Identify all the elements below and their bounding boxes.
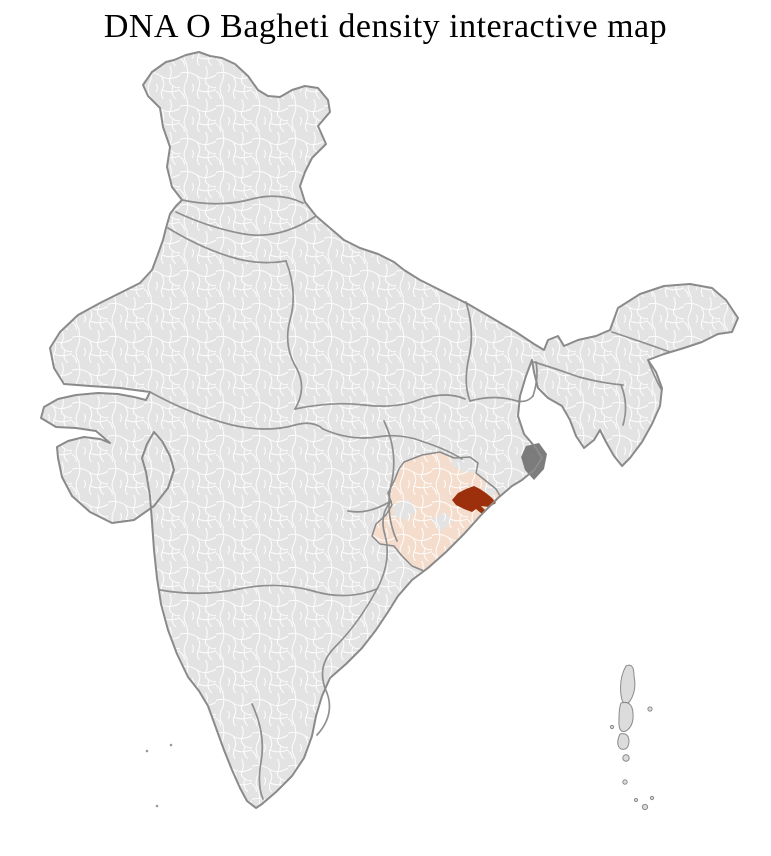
- state-borders: [149, 195, 671, 800]
- andaman-nicobar-islands[interactable]: [609, 664, 655, 811]
- selected-district[interactable]: [452, 486, 496, 514]
- delta-region[interactable]: [521, 443, 547, 480]
- lakshadweep-islands[interactable]: [145, 743, 173, 808]
- map-title: DNA O Bagheti density interactive map: [103, 8, 668, 45]
